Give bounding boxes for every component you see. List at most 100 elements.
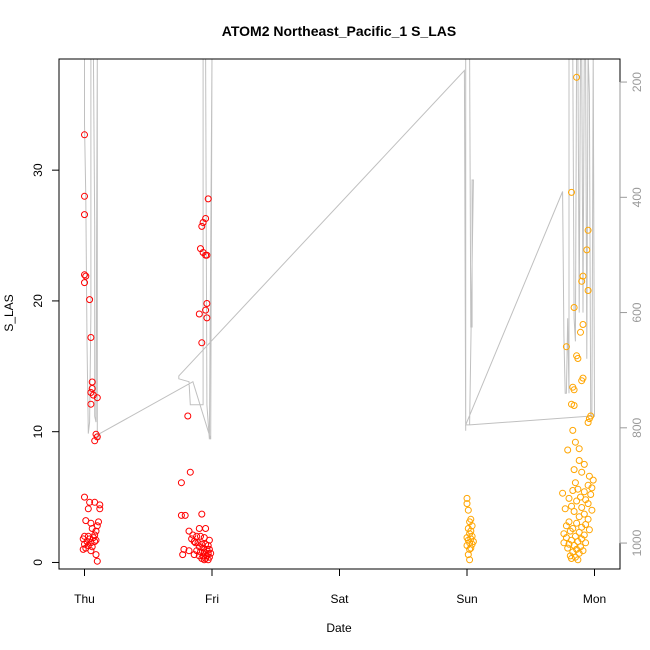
y-tick-label: 20 [31,294,45,308]
data-point [559,489,567,497]
y-tick-label: 10 [31,425,45,439]
data-point [580,460,588,468]
data-point [81,192,88,200]
data-point [79,545,87,553]
data-point [584,500,592,508]
data-point [194,539,202,547]
data-point [574,556,582,564]
x-tick-label: Mon [583,592,606,606]
y2-tick-label: 200 [630,72,644,92]
series-2 [463,73,597,564]
data-point [81,279,88,287]
data-point [189,531,197,539]
data-point [195,525,203,532]
data-point [570,466,578,474]
data-point [84,505,92,513]
data-point [588,506,596,514]
data-point [573,73,581,81]
data-point [92,527,100,535]
data-point [86,296,94,304]
data-point [584,226,592,234]
data-point [204,195,212,203]
data-point [579,272,587,280]
data-point [562,522,570,530]
y-tick-label: 0 [31,559,45,566]
data-point [568,555,575,562]
x-axis: Thu Fri Sat Sun Mon [74,568,606,606]
data-point [87,400,95,408]
data-point [205,536,213,544]
data-point [96,505,104,513]
data-point [564,544,572,552]
data-point [573,519,581,527]
data-point [575,445,583,453]
data-point [578,504,586,511]
x-tick-label: Sat [330,592,349,606]
data-point [81,540,88,548]
data-point [569,487,577,494]
data-point [82,517,90,525]
data-point [177,479,185,487]
depth-line-layer [84,59,596,440]
data-point [191,539,199,547]
x-tick-label: Fri [205,592,219,606]
chart-title: ATOM2 Northeast_Pacific_1 S_LAS [222,23,456,39]
data-point [466,556,474,564]
data-point [195,310,203,318]
data-point [584,287,592,294]
data-point [200,556,208,564]
data-point [583,246,591,254]
data-point [568,188,575,196]
data-point [574,355,582,362]
data-point [181,511,189,519]
data-point [81,493,88,501]
data-point [464,506,472,514]
data-point [570,304,578,311]
data-point [198,510,206,518]
x-tick-label: Sun [456,592,477,606]
data-point [197,532,204,540]
series-1 [79,131,215,565]
y-tick-label: 30 [31,163,45,177]
data-point [88,385,96,392]
points-layer [79,73,597,565]
data-point [92,551,100,559]
data-point [203,251,211,259]
data-point [585,526,593,534]
data-point [578,377,586,385]
data-point [578,468,586,476]
data-point [466,545,474,553]
data-point [463,494,471,502]
y-axis: 0 10 20 30 [31,163,60,566]
data-point [463,500,471,508]
data-point [575,513,583,521]
data-point [571,438,579,446]
x-axis-label: Date [326,621,352,635]
data-point [585,415,593,423]
data-point [565,540,573,548]
data-point [91,437,99,445]
data-point [561,505,569,513]
data-point [570,508,578,515]
data-point [190,538,198,545]
data-point [579,321,587,328]
data-point [184,412,192,420]
data-point [204,556,212,564]
data-point [81,211,88,219]
data-point [570,402,578,409]
data-point [574,485,582,493]
data-point [202,525,210,532]
data-point [577,328,584,336]
data-point [93,394,101,402]
data-point [564,446,572,454]
data-point [570,386,578,394]
data-point [562,343,570,351]
y2-tick-label: 800 [630,417,644,437]
data-point [580,488,588,496]
data-point [571,479,579,487]
data-point [573,497,581,505]
data-point [467,544,475,552]
data-point [81,271,88,279]
data-point [87,334,95,341]
data-point [560,539,568,547]
